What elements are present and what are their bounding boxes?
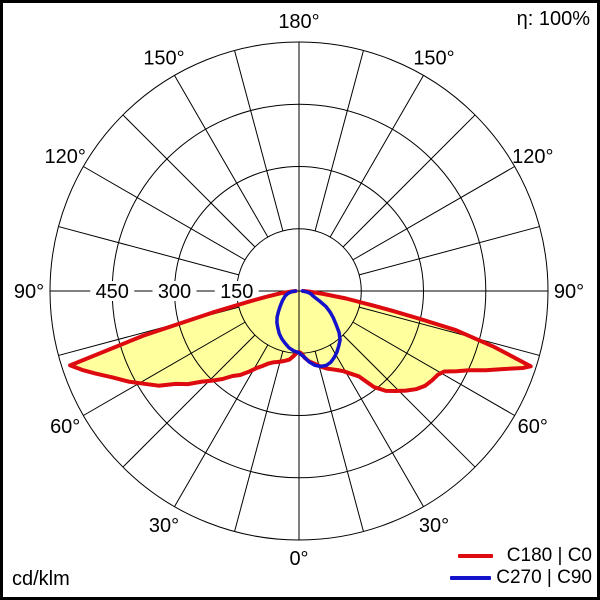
grid-ray bbox=[314, 50, 364, 232]
grid-ray bbox=[352, 321, 515, 416]
curve-c270-c90 bbox=[275, 289, 342, 369]
angle-label: 180° bbox=[278, 11, 319, 33]
legend-item-c270-c90: C270 | C90 bbox=[450, 567, 592, 589]
angle-label: 150° bbox=[143, 47, 184, 69]
angle-labels: 180° 150° 150° 120° 120° 90° 90° 60° 60° 30° 30° 0° bbox=[14, 11, 584, 570]
legend-label-c180-c0: C180 | C0 bbox=[506, 545, 592, 566]
grid-ray bbox=[352, 166, 515, 261]
intensity-fill-area bbox=[70, 291, 531, 391]
tick-label-bg bbox=[152, 281, 197, 301]
angle-label: 90° bbox=[554, 281, 584, 303]
legend-item-c180-c0: C180 | C0 bbox=[450, 545, 592, 567]
radial-tick-label: 150 bbox=[220, 281, 253, 303]
angle-label: 120° bbox=[512, 146, 553, 168]
angle-label: 0° bbox=[289, 548, 308, 570]
unit-label: cd/klm bbox=[12, 568, 70, 590]
grid-ray bbox=[234, 50, 284, 232]
radial-tick-label: 450 bbox=[96, 281, 129, 303]
grid-ray bbox=[174, 75, 269, 238]
angle-label: 60° bbox=[50, 416, 80, 438]
grid-ray bbox=[58, 226, 240, 276]
polar-chart: 450 300 150 180° 150° 150° 120° 120° 90° 90° 60° 60… bbox=[14, 11, 584, 570]
grid-ray bbox=[83, 166, 246, 261]
grid-ray bbox=[358, 306, 540, 356]
legend: C180 | C0 C270 | C90 bbox=[450, 545, 592, 589]
radial-tick-label: 300 bbox=[158, 281, 191, 303]
grid-ray bbox=[122, 334, 256, 468]
grid-ray bbox=[358, 226, 540, 276]
angle-label: 90° bbox=[14, 281, 44, 303]
grid-ray bbox=[122, 114, 256, 248]
grid-ray bbox=[234, 350, 284, 532]
tick-label-bg bbox=[90, 281, 135, 301]
grid-ray bbox=[329, 75, 424, 238]
legend-label-c270-c90: C270 | C90 bbox=[496, 567, 592, 588]
grid-ray bbox=[314, 350, 364, 532]
angle-label: 60° bbox=[518, 416, 548, 438]
angle-label: 120° bbox=[45, 146, 86, 168]
radial-tick-labels: 450 300 150 bbox=[90, 281, 259, 303]
legend-line-red-icon bbox=[457, 554, 493, 558]
grid-ray bbox=[342, 334, 476, 468]
tick-label-bg bbox=[214, 281, 259, 301]
grid-ray bbox=[83, 321, 246, 416]
grid-rays bbox=[58, 50, 540, 532]
angle-label: 150° bbox=[413, 47, 454, 69]
grid-ray bbox=[342, 114, 476, 248]
angle-label: 30° bbox=[419, 515, 449, 537]
legend-line-blue-icon bbox=[450, 576, 492, 580]
angle-label: 30° bbox=[149, 515, 179, 537]
efficiency-label: η: 100% bbox=[516, 8, 590, 30]
